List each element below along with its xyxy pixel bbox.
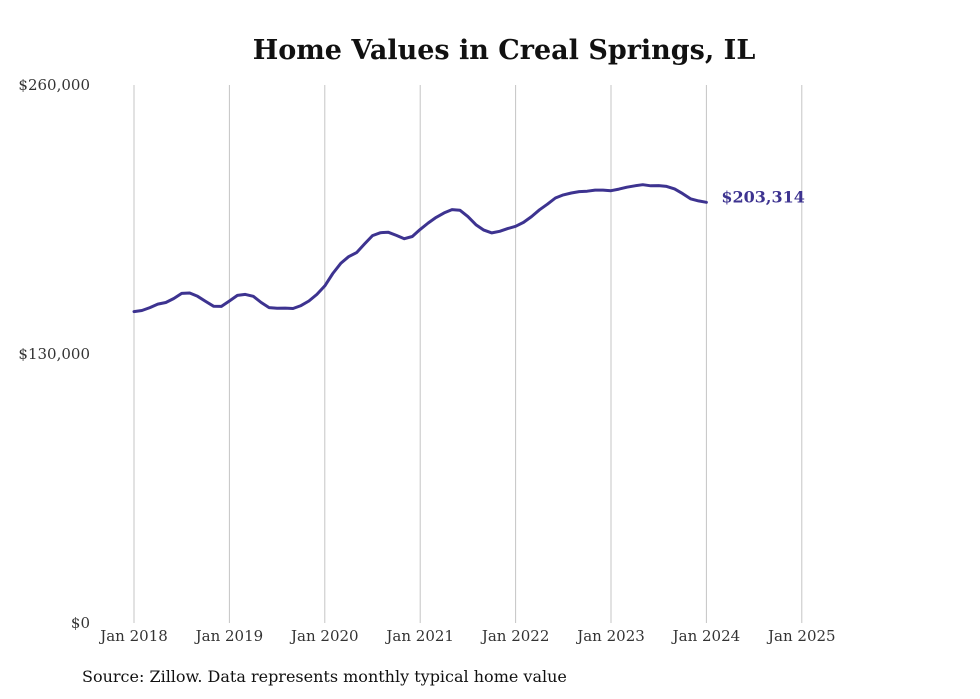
vertical-gridlines — [133, 85, 803, 623]
x-tick-label: Jan 2025 — [766, 627, 836, 645]
y-tick-label: $0 — [71, 614, 90, 632]
x-axis-ticks: Jan 2018 Jan 2019 Jan 2020 Jan 2021 Jan 2022… — [98, 627, 835, 645]
x-tick-label: Jan 2021 — [384, 627, 454, 645]
series-end-label: $203,314 — [721, 187, 805, 206]
x-tick-label: Jan 2020 — [289, 627, 359, 645]
series-line — [132, 183, 708, 314]
x-tick-label: Jan 2022 — [480, 627, 550, 645]
home-values-chart: Home Values in Creal Springs, IL $0 $130,… — [18, 35, 835, 645]
y-tick-label: $260,000 — [18, 76, 90, 94]
x-tick-label: Jan 2019 — [194, 627, 264, 645]
chart-title: Home Values in Creal Springs, IL — [253, 35, 756, 66]
source-note: Source: Zillow. Data represents monthly … — [82, 667, 567, 686]
x-tick-label: Jan 2024 — [671, 627, 741, 645]
y-tick-label: $130,000 — [18, 345, 90, 363]
y-axis-ticks: $0 $130,000 $260,000 — [18, 76, 90, 632]
x-tick-label: Jan 2018 — [98, 627, 168, 645]
series-layer: $203,314 — [132, 183, 805, 314]
x-tick-label: Jan 2023 — [575, 627, 645, 645]
